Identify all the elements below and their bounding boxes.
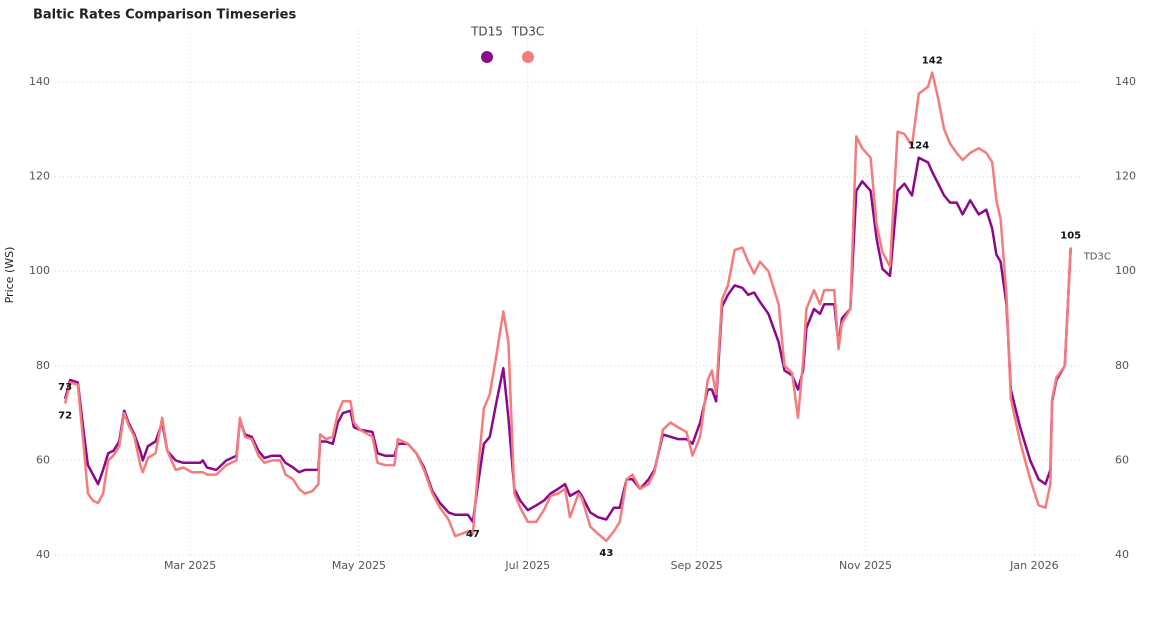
series-line xyxy=(63,71,1072,543)
legend-label: TD3C xyxy=(511,25,545,39)
y-axis-title: Price (WS) xyxy=(3,247,16,304)
y-tick-label: 120 xyxy=(29,170,50,183)
x-tick-label: Jan 2026 xyxy=(1009,559,1058,572)
x-tick-label: Sep 2025 xyxy=(671,559,723,572)
y-tick-label: 40 xyxy=(36,548,50,561)
y-tick-label: 100 xyxy=(29,264,50,277)
x-tick-label: Nov 2025 xyxy=(839,559,892,572)
data-label: 47 xyxy=(466,529,480,540)
data-label: 43 xyxy=(599,548,613,559)
y-tick-label: 80 xyxy=(36,359,50,372)
x-tick-label: Mar 2025 xyxy=(164,559,216,572)
y-tick-label: 60 xyxy=(36,453,50,466)
legend-marker xyxy=(481,51,493,63)
y2-tick-label: 80 xyxy=(1115,359,1129,372)
legend-label: TD15 xyxy=(470,25,503,39)
series-line xyxy=(63,156,1072,524)
y2-tick-label: 60 xyxy=(1115,453,1129,466)
y2-tick-label: 120 xyxy=(1115,170,1136,183)
y2-tick-label: 140 xyxy=(1115,75,1136,88)
x-tick-label: May 2025 xyxy=(332,559,386,572)
y2-tick-label: 40 xyxy=(1115,548,1129,561)
data-label: 124 xyxy=(908,141,929,152)
data-label: 142 xyxy=(922,56,943,67)
data-label: 73 xyxy=(58,382,72,393)
y-tick-label: 140 xyxy=(29,75,50,88)
chart-title: Baltic Rates Comparison Timeseries xyxy=(33,8,296,23)
series-end-label: TD3C xyxy=(1083,252,1111,263)
data-label: 105 xyxy=(1060,231,1081,242)
data-label: 72 xyxy=(58,411,72,422)
y2-tick-label: 100 xyxy=(1115,264,1136,277)
x-tick-label: Jul 2025 xyxy=(504,559,550,572)
legend-marker xyxy=(522,51,534,63)
